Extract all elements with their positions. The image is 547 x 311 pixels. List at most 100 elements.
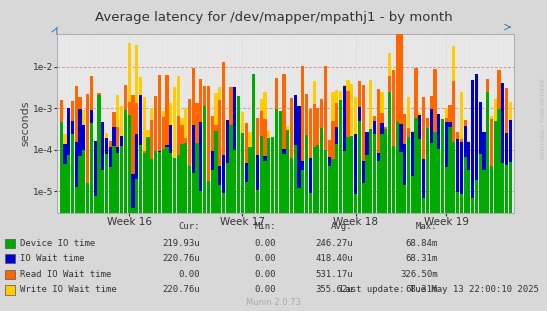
Bar — [490, 175, 493, 311]
Bar — [218, 185, 222, 311]
Bar — [150, 120, 153, 311]
Bar — [184, 138, 188, 311]
Bar — [407, 128, 410, 311]
Bar — [131, 96, 135, 311]
Bar — [86, 94, 89, 311]
Bar — [441, 193, 444, 311]
Bar — [309, 193, 312, 311]
Bar — [195, 103, 199, 311]
Bar — [459, 193, 463, 311]
Bar — [479, 111, 482, 311]
Bar — [358, 121, 361, 311]
Bar — [467, 170, 470, 311]
Bar — [169, 154, 172, 311]
Bar — [86, 183, 89, 311]
Bar — [60, 100, 63, 311]
Bar — [452, 142, 456, 311]
Bar — [437, 190, 440, 311]
Bar — [147, 137, 150, 311]
Bar — [475, 152, 478, 311]
Bar — [199, 79, 202, 311]
Bar — [237, 128, 240, 311]
Bar — [165, 145, 168, 311]
Bar — [305, 171, 308, 311]
Bar — [267, 189, 270, 311]
Bar — [135, 134, 138, 311]
Bar — [154, 182, 157, 311]
Bar — [497, 144, 501, 311]
Bar — [335, 144, 339, 311]
Bar — [233, 139, 236, 311]
Text: 0.00: 0.00 — [255, 239, 276, 248]
Bar — [463, 136, 467, 311]
Bar — [67, 156, 71, 311]
Bar — [203, 151, 206, 311]
Text: 0.00: 0.00 — [255, 270, 276, 279]
Bar — [101, 122, 104, 311]
Bar — [418, 115, 421, 311]
Bar — [75, 142, 78, 311]
Bar — [252, 127, 255, 311]
Bar — [346, 91, 350, 311]
Bar — [252, 123, 255, 311]
Bar — [177, 156, 180, 311]
Bar — [260, 99, 263, 311]
Bar — [150, 159, 153, 311]
Bar — [328, 166, 331, 311]
Bar — [354, 97, 357, 311]
Text: Cur:: Cur: — [178, 221, 200, 230]
Bar — [411, 131, 414, 311]
Bar — [309, 158, 312, 311]
Bar — [429, 123, 433, 311]
Bar — [211, 127, 214, 311]
Bar — [486, 79, 490, 311]
Text: Max:: Max: — [416, 221, 438, 230]
Bar — [426, 118, 429, 311]
Bar — [241, 146, 244, 311]
Bar — [301, 160, 304, 311]
Bar — [381, 134, 383, 311]
Bar — [222, 62, 225, 311]
Text: Last update: Tue May 13 22:00:10 2025: Last update: Tue May 13 22:00:10 2025 — [340, 285, 539, 294]
Bar — [381, 114, 383, 311]
Bar — [256, 156, 259, 311]
Bar — [143, 151, 146, 311]
Bar — [286, 165, 289, 311]
Bar — [256, 190, 259, 311]
Bar — [445, 118, 448, 311]
Bar — [449, 145, 452, 311]
Bar — [97, 95, 101, 311]
Bar — [358, 107, 361, 311]
Text: 0.00: 0.00 — [255, 254, 276, 263]
Bar — [282, 74, 286, 311]
Bar — [237, 121, 240, 311]
Bar — [97, 201, 101, 311]
Bar — [331, 92, 335, 311]
Bar — [422, 97, 425, 311]
Bar — [75, 118, 78, 311]
Bar — [109, 147, 112, 311]
Bar — [184, 143, 188, 311]
Bar — [298, 150, 301, 311]
Bar — [384, 131, 387, 311]
Bar — [154, 151, 157, 311]
Bar — [509, 162, 512, 311]
Bar — [415, 118, 418, 311]
Bar — [490, 116, 493, 311]
Bar — [418, 113, 421, 311]
Bar — [482, 132, 486, 311]
Bar — [86, 190, 89, 311]
Bar — [501, 105, 504, 311]
Bar — [260, 136, 263, 311]
Bar — [433, 137, 437, 311]
Bar — [381, 123, 383, 311]
Bar — [452, 187, 456, 311]
Bar — [433, 69, 437, 311]
Bar — [422, 198, 425, 311]
Bar — [177, 116, 180, 311]
Bar — [365, 156, 369, 311]
Bar — [165, 75, 168, 311]
Bar — [407, 97, 410, 311]
Bar — [131, 208, 135, 311]
Bar — [203, 106, 206, 311]
